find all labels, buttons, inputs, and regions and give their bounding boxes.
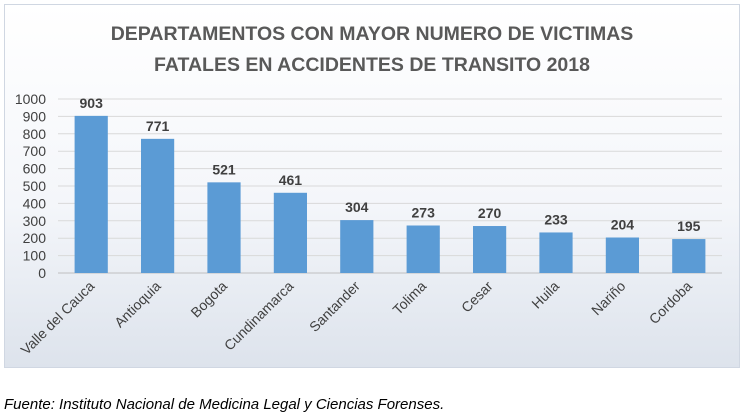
data-label: 270 [478,205,502,221]
source-note: Fuente: Instituto Nacional de Medicina L… [4,396,445,413]
y-tick-label: 500 [23,178,47,194]
bar-chart: DEPARTAMENTOS CON MAYOR NUMERO DE VICTIM… [15,23,722,358]
x-tick-label: Antioquia [111,278,164,331]
chart-title-line: FATALES EN ACCIDENTES DE TRANSITO 2018 [154,54,590,76]
data-label: 304 [345,199,369,215]
bar [473,226,507,273]
bar [539,232,573,273]
x-tick-label: Nariño [588,278,629,319]
bar [340,220,374,273]
bar [273,192,307,273]
chart-title: DEPARTAMENTOS CON MAYOR NUMERO DE VICTIM… [111,23,634,76]
data-label: 903 [80,95,104,111]
y-tick-label: 100 [23,248,47,264]
y-tick-label: 800 [23,126,47,142]
y-tick-label: 300 [23,213,47,229]
y-tick-label: 600 [23,161,47,177]
x-tick-label: Valle del Cauca [17,278,97,358]
bar [141,138,175,273]
x-tick-label: Bogota [187,278,230,321]
x-axis-ticks: Valle del Cauca Antioquia BogotaCundinamar… [17,278,695,358]
y-tick-label: 1000 [15,91,46,107]
y-tick-label: 0 [38,265,46,281]
data-labels: 903 771 521 461 304 273 270 233 204 195 [80,95,701,234]
y-tick-label: 900 [23,108,47,124]
x-tick-label: Santander [306,278,363,335]
x-tick-label: Cundinamarca [221,278,297,354]
chart-title-line: DEPARTAMENTOS CON MAYOR NUMERO DE VICTIM… [111,23,634,45]
bar [672,239,706,273]
bar [605,237,639,273]
data-label: 521 [212,161,236,177]
data-label: 771 [146,118,170,134]
y-tick-label: 700 [23,143,47,159]
x-tick-label: Huila [528,278,562,312]
data-label: 195 [677,218,701,234]
data-label: 204 [611,217,635,233]
x-tick-label: Cesar [458,278,496,316]
data-label: 461 [279,172,303,188]
x-tick-label: Tolima [389,278,429,318]
bars [74,115,706,274]
y-tick-label: 200 [23,230,47,246]
data-label: 273 [412,204,436,220]
x-tick-label: Cordoba [646,278,695,327]
bar [74,115,108,274]
data-label: 233 [544,211,568,227]
y-tick-label: 400 [23,195,47,211]
bar [207,182,241,273]
bar [406,225,440,273]
